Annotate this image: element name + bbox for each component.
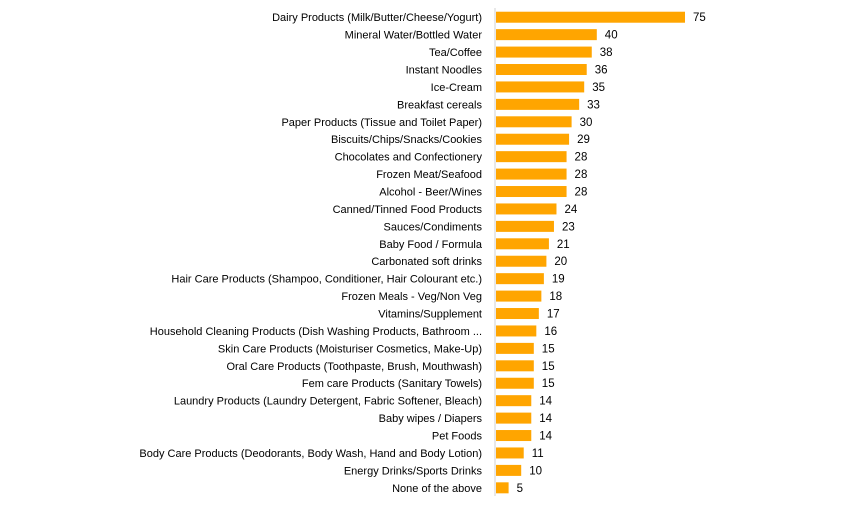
value-label: 16 xyxy=(544,326,557,338)
bar xyxy=(496,98,580,110)
value-label: 14 xyxy=(539,413,552,425)
bar xyxy=(496,342,534,354)
category-label: Tea/Coffee xyxy=(429,47,482,59)
category-label: Breakfast cereals xyxy=(397,99,482,111)
value-label: 20 xyxy=(554,256,567,268)
bar xyxy=(496,238,549,250)
bar xyxy=(496,464,522,476)
category-labels-group: Dairy Products (Milk/Butter/Cheese/Yogur… xyxy=(139,12,483,495)
category-label: Ice-Cream xyxy=(431,82,482,94)
category-label: Chocolates and Confectionery xyxy=(335,152,483,164)
bar xyxy=(496,360,534,372)
bar xyxy=(496,290,542,302)
value-label: 28 xyxy=(575,152,588,164)
bar xyxy=(496,11,685,23)
value-labels-group: 75 40 38 36 35 33 30 29 28 28 28 24 23 21 20 19 18 17 16 15… xyxy=(517,12,706,495)
value-label: 75 xyxy=(693,12,706,24)
value-label: 15 xyxy=(542,343,555,355)
value-label: 15 xyxy=(542,361,555,373)
bar xyxy=(496,308,539,320)
value-label: 29 xyxy=(577,134,590,146)
bar xyxy=(496,395,532,407)
category-label: Laundry Products (Laundry Detergent, Fab… xyxy=(174,396,482,408)
value-label: 30 xyxy=(580,117,593,129)
bar xyxy=(496,377,534,389)
value-label: 23 xyxy=(562,221,575,233)
value-label: 18 xyxy=(549,291,562,303)
category-label: Household Cleaning Products (Dish Washin… xyxy=(150,326,482,338)
category-label: Vitamins/Supplement xyxy=(378,309,482,321)
value-label: 28 xyxy=(575,169,588,181)
bar xyxy=(496,255,547,267)
category-label: Alcohol - Beer/Wines xyxy=(379,187,482,199)
category-label: None of the above xyxy=(392,483,482,495)
value-label: 19 xyxy=(552,274,565,286)
category-label: Mineral Water/Bottled Water xyxy=(345,30,483,42)
bar xyxy=(496,29,597,41)
value-label: 17 xyxy=(547,309,560,321)
category-label: Frozen Meals - Veg/Non Veg xyxy=(341,291,482,303)
value-label: 21 xyxy=(557,239,570,251)
bar xyxy=(496,151,567,163)
value-label: 14 xyxy=(539,431,552,443)
bar xyxy=(496,220,554,232)
category-label: Skin Care Products (Moisturiser Cosmetic… xyxy=(218,343,482,355)
category-label: Paper Products (Tissue and Toilet Paper) xyxy=(281,117,482,129)
value-label: 35 xyxy=(592,82,605,94)
bar xyxy=(496,325,537,337)
category-label: Energy Drinks/Sports Drinks xyxy=(344,465,483,477)
category-label: Dairy Products (Milk/Butter/Cheese/Yogur… xyxy=(272,12,482,24)
bar xyxy=(496,186,567,198)
category-label: Hair Care Products (Shampoo, Conditioner… xyxy=(171,274,482,286)
bar xyxy=(496,116,572,128)
value-label: 15 xyxy=(542,378,555,390)
category-label: Frozen Meat/Seafood xyxy=(376,169,482,181)
value-label: 36 xyxy=(595,65,608,77)
category-label: Fem care Products (Sanitary Towels) xyxy=(302,378,482,390)
bar xyxy=(496,64,587,76)
value-label: 40 xyxy=(605,30,618,42)
bar xyxy=(496,430,532,442)
value-label: 33 xyxy=(587,99,600,111)
bars-group xyxy=(496,11,685,494)
bar xyxy=(496,447,524,459)
category-label: Oral Care Products (Toothpaste, Brush, M… xyxy=(226,361,482,373)
category-label: Baby Food / Formula xyxy=(379,239,483,251)
bar xyxy=(496,46,592,58)
value-label: 11 xyxy=(532,448,544,460)
value-label: 38 xyxy=(600,47,613,59)
bar xyxy=(496,203,557,215)
category-label: Instant Noodles xyxy=(406,65,483,77)
value-label: 5 xyxy=(517,483,523,495)
bar xyxy=(496,81,585,93)
bar xyxy=(496,412,532,424)
bar xyxy=(496,168,567,180)
value-label: 28 xyxy=(575,187,588,199)
bar xyxy=(496,273,544,285)
value-label: 24 xyxy=(564,204,577,216)
category-label: Body Care Products (Deodorants, Body Was… xyxy=(139,448,482,460)
bar xyxy=(496,133,570,145)
category-label: Canned/Tinned Food Products xyxy=(333,204,483,216)
category-label: Sauces/Condiments xyxy=(384,221,483,233)
category-label: Baby wipes / Diapers xyxy=(379,413,483,425)
category-label: Pet Foods xyxy=(432,431,483,443)
category-label: Carbonated soft drinks xyxy=(371,256,482,268)
value-label: 10 xyxy=(529,465,542,477)
category-label: Biscuits/Chips/Snacks/Cookies xyxy=(331,134,483,146)
bar xyxy=(496,482,509,494)
value-label: 14 xyxy=(539,396,552,408)
